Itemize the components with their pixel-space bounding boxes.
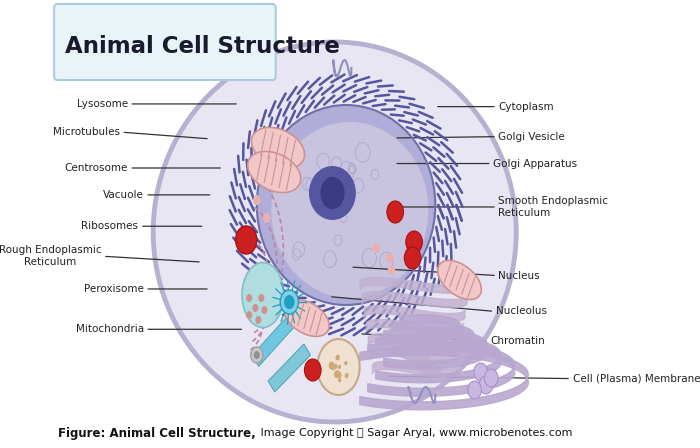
Circle shape [252, 304, 258, 312]
Circle shape [406, 231, 422, 253]
Circle shape [344, 361, 347, 365]
Circle shape [335, 354, 340, 361]
Text: Smooth Endoplasmic
Reticulum: Smooth Endoplasmic Reticulum [498, 196, 608, 218]
Ellipse shape [438, 260, 482, 300]
Text: Nucleus: Nucleus [498, 271, 540, 280]
Text: Microtubules: Microtubules [53, 127, 120, 137]
Text: Peroxisome: Peroxisome [84, 284, 144, 294]
Ellipse shape [242, 263, 284, 327]
Circle shape [387, 201, 403, 223]
Circle shape [334, 370, 340, 378]
Circle shape [480, 376, 493, 394]
Text: Chromatin: Chromatin [491, 336, 545, 346]
Text: Centrosome: Centrosome [64, 163, 128, 173]
FancyBboxPatch shape [54, 4, 276, 80]
Text: Figure: Animal Cell Structure,: Figure: Animal Cell Structure, [57, 426, 256, 439]
Ellipse shape [401, 349, 424, 361]
Circle shape [261, 306, 267, 314]
Ellipse shape [248, 151, 301, 193]
Circle shape [256, 316, 261, 324]
Circle shape [246, 311, 252, 319]
Circle shape [405, 247, 421, 269]
Polygon shape [268, 344, 311, 392]
Circle shape [304, 359, 321, 381]
Circle shape [372, 243, 380, 253]
Circle shape [330, 364, 335, 370]
Circle shape [338, 365, 341, 369]
Circle shape [254, 351, 260, 359]
Polygon shape [252, 314, 296, 366]
Circle shape [246, 294, 252, 302]
Circle shape [337, 372, 342, 379]
Circle shape [236, 226, 257, 254]
Ellipse shape [257, 105, 435, 305]
Circle shape [474, 363, 487, 381]
Ellipse shape [395, 344, 418, 356]
Text: Mitochondria: Mitochondria [76, 324, 144, 334]
Circle shape [253, 195, 260, 205]
Circle shape [388, 265, 395, 275]
Ellipse shape [272, 122, 428, 298]
Circle shape [328, 362, 335, 369]
Text: Ribosomes: Ribosomes [81, 221, 139, 231]
Circle shape [468, 381, 482, 399]
Circle shape [284, 295, 295, 309]
Text: Golgi Vesicle: Golgi Vesicle [498, 132, 565, 142]
Circle shape [263, 213, 270, 223]
Circle shape [258, 294, 265, 302]
Circle shape [344, 373, 349, 378]
Ellipse shape [251, 127, 304, 168]
Text: Vacuole: Vacuole [103, 190, 144, 200]
Circle shape [321, 177, 344, 209]
Circle shape [386, 253, 393, 263]
Text: Nucleolus: Nucleolus [496, 306, 547, 316]
Ellipse shape [153, 42, 516, 422]
Text: Cytoplasm: Cytoplasm [498, 102, 554, 112]
Ellipse shape [309, 166, 356, 220]
Circle shape [338, 378, 342, 382]
Ellipse shape [407, 354, 430, 366]
Ellipse shape [284, 300, 329, 336]
Circle shape [280, 290, 298, 314]
Text: Cell (Plasma) Membrane: Cell (Plasma) Membrane [573, 374, 700, 383]
Ellipse shape [414, 359, 436, 371]
Ellipse shape [419, 364, 442, 376]
Text: Rough Endoplasmic
Reticulum: Rough Endoplasmic Reticulum [0, 246, 102, 267]
Circle shape [484, 369, 498, 387]
Text: Animal Cell Structure: Animal Cell Structure [64, 34, 340, 57]
Text: Golgi Apparatus: Golgi Apparatus [494, 159, 578, 168]
Text: Lysosome: Lysosome [77, 99, 128, 109]
Text: Image Copyright Ⓢ Sagar Aryal, www.microbenotes.com: Image Copyright Ⓢ Sagar Aryal, www.micro… [257, 428, 573, 438]
Circle shape [333, 363, 337, 369]
Circle shape [317, 339, 360, 395]
Circle shape [251, 347, 263, 363]
